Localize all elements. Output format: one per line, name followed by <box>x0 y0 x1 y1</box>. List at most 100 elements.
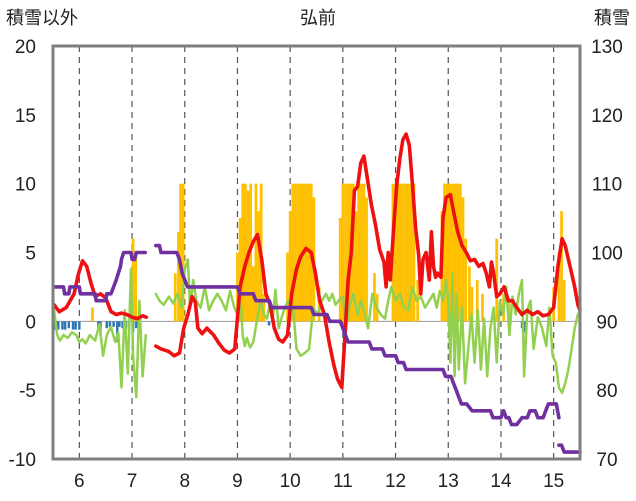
y-right-tick-label: 70 <box>596 450 617 471</box>
bar-mark-series-2 <box>467 266 471 322</box>
bar-mark-series-3 <box>74 321 77 330</box>
grid <box>53 46 580 459</box>
bar-mark-series-2 <box>354 211 358 322</box>
bar-mark-series-2 <box>365 197 368 322</box>
tick-labels: 6 7 8 9 10 11 12 13 14 15 20 15 10 5 0 -5 -10 130 120 110 10… <box>9 37 623 492</box>
x-tick-label: 11 <box>333 471 353 492</box>
bar-mark-series-2 <box>562 280 566 322</box>
bar-mark-series-3 <box>61 321 64 330</box>
bar-mark-series-2 <box>461 197 465 322</box>
bar-mark-series-2 <box>448 183 452 322</box>
bar-mark-series-2 <box>456 183 460 322</box>
bar-mark-series-2 <box>410 183 413 322</box>
x-tick-label: 9 <box>232 471 243 492</box>
series-line-0 <box>52 258 149 321</box>
bar-mark-series-2 <box>91 307 94 322</box>
bar-mark-series-2 <box>294 183 297 322</box>
bar-mark-series-2 <box>481 293 484 322</box>
bar-mark-series-2 <box>288 211 292 322</box>
bar-mark-series-2 <box>344 183 347 322</box>
right-axis-label: 積雪 <box>594 8 630 28</box>
y-right-tick-label: 110 <box>592 175 622 196</box>
x-tick-label: 7 <box>127 471 138 492</box>
bar-mark-series-2 <box>357 183 361 322</box>
bar-mark-series-3 <box>523 321 527 333</box>
bar-mark-series-2 <box>396 183 400 322</box>
x-tick-label: 15 <box>543 471 564 492</box>
bar-mark-series-2 <box>407 183 411 322</box>
bar-mark-series-3 <box>118 321 121 327</box>
bar-mark-series-2 <box>359 183 363 322</box>
bar-mark-series-2 <box>299 183 303 322</box>
bar-mark-series-2 <box>291 183 295 322</box>
bar-mark-series-2 <box>181 183 185 322</box>
bar-mark-series-3 <box>71 321 75 330</box>
bar-mark-series-2 <box>464 238 467 322</box>
x-tick-label: 6 <box>74 471 85 492</box>
bar-mark-series-2 <box>470 286 474 322</box>
bar-mark-series-2 <box>399 183 403 322</box>
bar-mark-series-3 <box>121 321 124 329</box>
bar-mark-series-3 <box>267 321 271 326</box>
y-left-tick-label: 15 <box>15 106 36 127</box>
bar-mark-series-2 <box>394 183 397 322</box>
bar-mark-series-2 <box>443 183 446 322</box>
y-left-tick-label: 10 <box>15 175 36 196</box>
bar-mark-series-2 <box>131 238 135 322</box>
x-tick-label: 12 <box>385 471 406 492</box>
bar-mark-series-3 <box>63 321 67 330</box>
plot-frame <box>51 44 582 461</box>
series-line-4 <box>52 250 147 303</box>
y-right-tick-label: 130 <box>591 37 623 58</box>
bar-mark-series-2 <box>402 183 405 322</box>
series-line-0 <box>154 132 582 390</box>
chart-title: 弘前 <box>300 8 336 28</box>
bar-mark-series-2 <box>453 183 457 322</box>
y-left-tick-label: 20 <box>15 37 36 58</box>
bar-mark-series-2 <box>304 183 308 322</box>
y-right-tick-label: 100 <box>591 244 623 265</box>
bar-mark-series-2 <box>241 183 245 322</box>
bar-mark-series-2 <box>244 183 247 322</box>
bar-mark-series-2 <box>352 183 355 322</box>
bar-mark-series-2 <box>557 252 561 322</box>
bar-mark-series-2 <box>286 252 289 322</box>
bar-mark-series-2 <box>257 211 260 322</box>
bar-mark-series-2 <box>445 183 449 322</box>
bar-mark-series-2 <box>238 218 242 322</box>
bar-mark-series-3 <box>78 321 81 330</box>
bar-mark-series-2 <box>296 183 300 322</box>
bar-mark-series-2 <box>560 211 563 322</box>
bar-mark-series-3 <box>57 321 60 330</box>
bar-mark-series-2 <box>254 183 258 322</box>
bar-mark-series-2 <box>341 183 345 322</box>
bar-mark-series-2 <box>134 252 138 322</box>
y-right-tick-label: 80 <box>596 381 617 402</box>
y-left-tick-label: 0 <box>25 312 36 333</box>
bar-mark-series-2 <box>404 183 408 322</box>
y-left-tick-label: -5 <box>19 381 36 402</box>
x-tick-label: 13 <box>438 471 459 492</box>
bar-mark-series-2 <box>262 293 266 322</box>
bar-mark-series-3 <box>105 321 108 329</box>
series-line-1 <box>52 267 148 399</box>
bar-mark-series-2 <box>177 231 180 322</box>
bar-mark-series-3 <box>108 321 112 327</box>
x-tick-label: 10 <box>280 471 301 492</box>
bar-mark-series-2 <box>346 183 350 322</box>
bar-mark-series-2 <box>495 238 499 322</box>
line-layer <box>52 132 582 454</box>
series-line-4 <box>154 243 561 427</box>
y-left-tick-label: 5 <box>25 244 36 265</box>
bar-mark-series-2 <box>451 183 454 322</box>
y-right-tick-label: 120 <box>591 106 623 127</box>
left-axis-label: 積雪以外 <box>6 8 78 28</box>
y-right-tick-label: 90 <box>596 312 617 333</box>
series-line-4 <box>557 443 582 454</box>
bar-mark-series-2 <box>459 183 462 322</box>
x-tick-label: 8 <box>179 471 190 492</box>
bar-mark-series-2 <box>338 218 342 322</box>
bar-mark-series-2 <box>362 183 366 322</box>
